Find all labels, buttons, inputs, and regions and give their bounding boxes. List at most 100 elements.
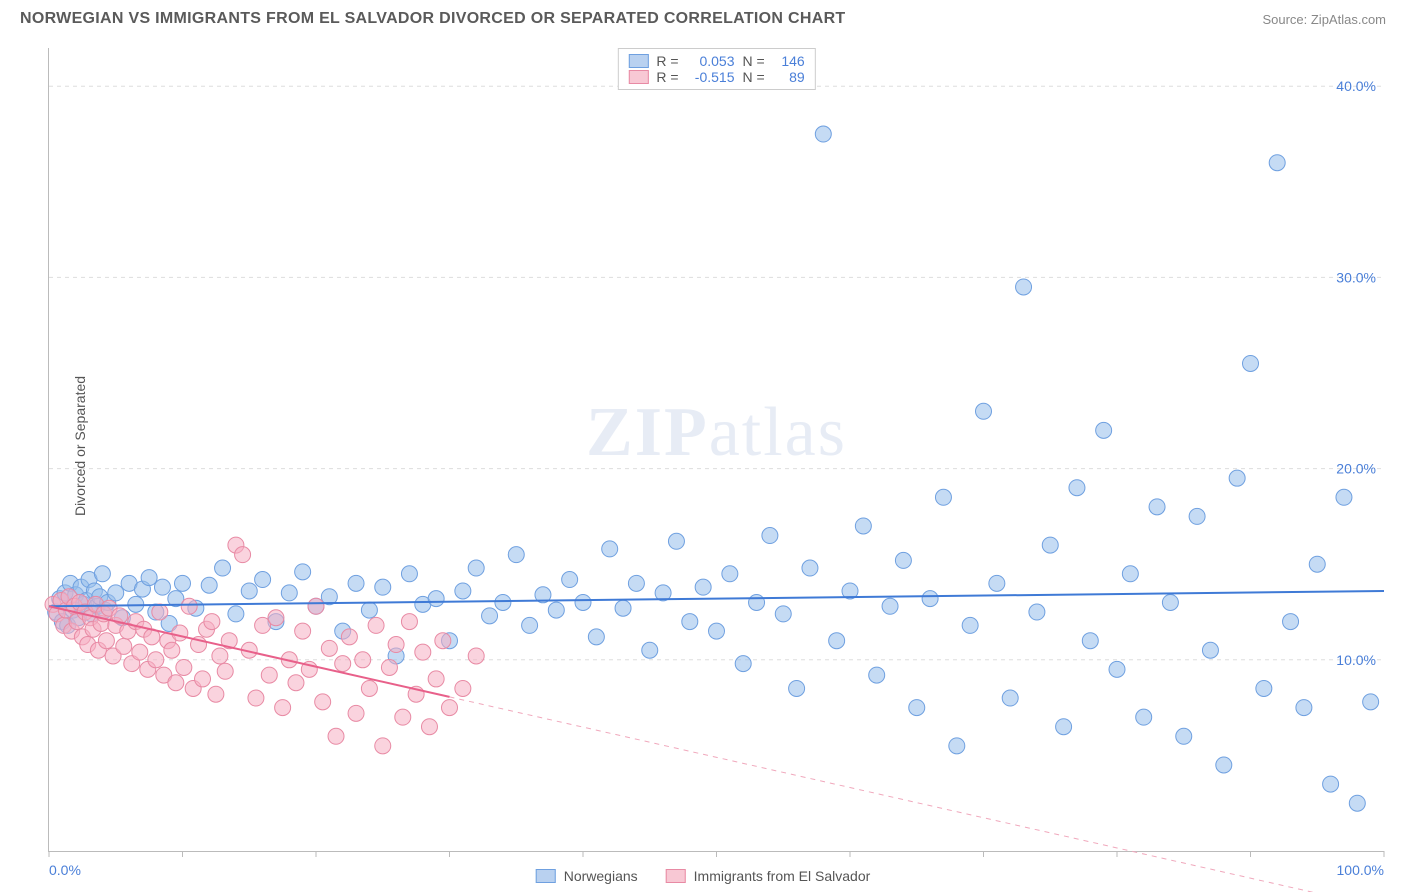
data-point: [442, 700, 458, 716]
data-point: [375, 738, 391, 754]
data-point: [482, 608, 498, 624]
data-point: [1122, 566, 1138, 582]
legend-label: Norwegians: [564, 868, 638, 884]
r-label: R =: [656, 69, 678, 85]
data-point: [815, 126, 831, 142]
data-point: [164, 642, 180, 658]
data-point: [909, 700, 925, 716]
data-point: [695, 579, 711, 595]
data-point: [1189, 508, 1205, 524]
data-point: [1349, 795, 1365, 811]
data-point: [562, 572, 578, 588]
data-point: [1002, 690, 1018, 706]
data-point: [1056, 719, 1072, 735]
legend-item: Immigrants from El Salvador: [666, 868, 871, 884]
swatch-icon: [536, 869, 556, 883]
data-point: [204, 614, 220, 630]
data-point: [895, 552, 911, 568]
data-point: [495, 594, 511, 610]
data-point: [168, 675, 184, 691]
data-point: [288, 675, 304, 691]
data-point: [268, 610, 284, 626]
data-point: [375, 579, 391, 595]
xtick-label: 0.0%: [49, 862, 81, 878]
chart-area: ZIPatlas R = 0.053 N = 146 R = -0.515 N …: [48, 48, 1384, 852]
data-point: [241, 583, 257, 599]
n-value: 89: [773, 69, 805, 85]
data-point: [295, 623, 311, 639]
swatch-icon: [628, 70, 648, 84]
data-point: [1176, 728, 1192, 744]
data-point: [275, 700, 291, 716]
data-point: [428, 591, 444, 607]
data-point: [1202, 642, 1218, 658]
data-point: [455, 680, 471, 696]
data-point: [722, 566, 738, 582]
data-point: [381, 659, 397, 675]
data-point: [401, 614, 417, 630]
data-point: [1323, 776, 1339, 792]
data-point: [261, 667, 277, 683]
data-point: [508, 547, 524, 563]
n-label: N =: [743, 53, 765, 69]
data-point: [212, 648, 228, 664]
ytick-label: 20.0%: [1336, 461, 1376, 477]
data-point: [468, 648, 484, 664]
data-point: [468, 560, 484, 576]
data-point: [255, 572, 271, 588]
data-point: [248, 690, 264, 706]
legend-row: R = -0.515 N = 89: [628, 69, 804, 85]
data-point: [1109, 661, 1125, 677]
data-point: [228, 606, 244, 622]
data-point: [328, 728, 344, 744]
data-point: [935, 489, 951, 505]
data-point: [1082, 633, 1098, 649]
data-point: [321, 640, 337, 656]
data-point: [962, 617, 978, 633]
data-point: [341, 629, 357, 645]
data-point: [98, 633, 114, 649]
data-point: [181, 598, 197, 614]
data-point: [1029, 604, 1045, 620]
data-point: [615, 600, 631, 616]
data-point: [735, 656, 751, 672]
series-legend: Norwegians Immigrants from El Salvador: [536, 868, 871, 884]
data-point: [668, 533, 684, 549]
data-point: [94, 566, 110, 582]
data-point: [395, 709, 411, 725]
data-point: [789, 680, 805, 696]
n-value: 146: [773, 53, 805, 69]
data-point: [361, 602, 377, 618]
data-point: [215, 560, 231, 576]
data-point: [1256, 680, 1272, 696]
data-point: [315, 694, 331, 710]
data-point: [575, 594, 591, 610]
data-point: [455, 583, 471, 599]
chart-title: NORWEGIAN VS IMMIGRANTS FROM EL SALVADOR…: [20, 10, 846, 28]
data-point: [295, 564, 311, 580]
data-point: [1296, 700, 1312, 716]
data-point: [195, 671, 211, 687]
swatch-icon: [628, 54, 648, 68]
r-value: 0.053: [687, 53, 735, 69]
data-point: [682, 614, 698, 630]
data-point: [602, 541, 618, 557]
data-point: [1016, 279, 1032, 295]
data-point: [176, 659, 192, 675]
data-point: [855, 518, 871, 534]
data-point: [1042, 537, 1058, 553]
data-point: [348, 705, 364, 721]
data-point: [361, 680, 377, 696]
ytick-label: 30.0%: [1336, 269, 1376, 285]
data-point: [762, 528, 778, 544]
data-point: [1216, 757, 1232, 773]
data-point: [217, 663, 233, 679]
data-point: [1149, 499, 1165, 515]
ytick-label: 40.0%: [1336, 78, 1376, 94]
legend-row: R = 0.053 N = 146: [628, 53, 804, 69]
data-point: [775, 606, 791, 622]
data-point: [148, 652, 164, 668]
data-point: [1162, 594, 1178, 610]
data-point: [628, 575, 644, 591]
data-point: [415, 644, 431, 660]
